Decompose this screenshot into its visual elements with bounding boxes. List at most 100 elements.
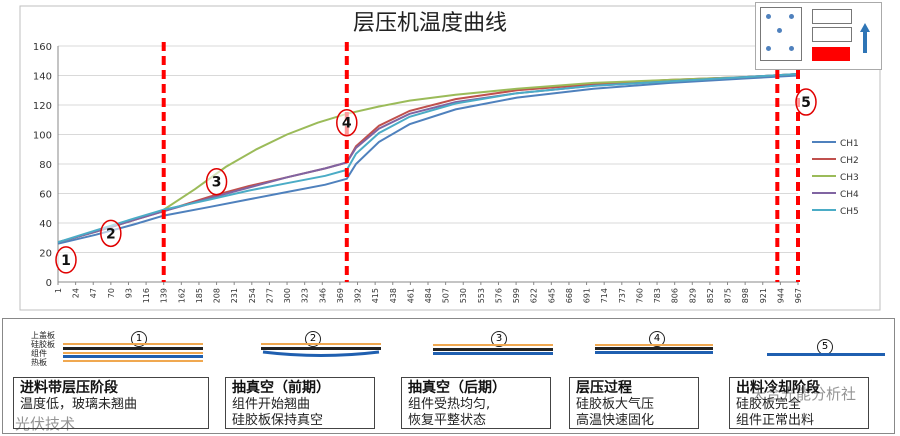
x-tick-label: 553 [477,288,486,303]
x-tick-label: 967 [794,288,803,303]
stage-marker-label: 1 [61,253,71,269]
series-line-ch3 [57,73,799,244]
y-tick-label: 80 [39,160,52,171]
dot-icon [789,14,794,19]
x-tick-label: 346 [318,288,327,303]
middle-chamber [812,27,852,42]
x-tick-label: 668 [565,288,574,303]
x-tick-label: 806 [671,288,680,303]
x-tick-label: 852 [706,288,715,303]
stage-marker-circle [100,219,122,248]
x-tick-label: 829 [688,288,697,303]
stage-marker-circle [336,108,358,137]
up-arrow-icon [860,23,870,53]
legend-label-ch2: CH2 [840,156,859,166]
y-tick-label: 0 [46,278,52,289]
series-line-ch1 [57,74,799,245]
watermark-left: 光伏技术 [15,415,76,433]
chart-title: 层压机温度曲线 [353,11,507,36]
x-tick-label: 438 [389,288,398,303]
stage5-stack [767,353,885,356]
dot-icon [777,28,782,33]
x-tick-label: 484 [424,288,433,303]
x-tick-label: 1 [54,288,63,293]
y-tick-label: 60 [39,190,52,201]
x-tick-label: 921 [759,288,768,303]
x-tick-label: 622 [530,288,539,303]
stage-desc-3b: 恢复平整状态 [408,413,487,428]
stage2-stack [261,343,381,358]
stage-desc-3a: 组件受热均匀, [408,397,491,412]
x-tick-label: 277 [265,288,274,303]
x-tick-label: 323 [301,288,310,303]
layer-label-module: 组件 [31,349,47,358]
layer-label-cover: 上盖板 [31,331,55,340]
x-tick-label: 691 [583,288,592,303]
x-tick-label: 576 [494,288,503,303]
stage-marker-circle [205,167,228,196]
stage-desc-1a: 温度低，玻璃未翘曲 [20,397,138,412]
x-tick-label: 898 [741,288,750,303]
stage-box-5: 出料冷却阶段 硅胶板完全 组件正常出料 [729,377,869,429]
x-tick-label: 737 [618,288,627,303]
x-tick-label: 300 [283,288,292,303]
x-tick-label: 139 [160,288,169,303]
stage-number-3: 3 [491,331,507,347]
x-tick-label: 645 [547,288,556,303]
stage4-stack [595,344,713,354]
x-tick-label: 116 [142,288,151,303]
upper-chamber [812,9,852,24]
x-tick-label: 783 [653,288,662,303]
x-tick-label: 47 [89,288,98,298]
x-tick-label: 93 [124,288,133,298]
x-tick-label: 944 [776,288,785,303]
stage-desc-5a: 硅胶板完全 [736,397,802,412]
stage-marker-circle [795,88,817,116]
x-tick-label: 714 [600,288,609,303]
layer-label-silicone: 硅胶板 [31,340,55,349]
x-tick-label: 507 [442,288,451,303]
stage-panel: 上盖板 硅胶板 组件 热板 1 2 3 4 5 进料带层压阶段 温度低，玻璃未翘… [2,318,895,434]
stage-desc-4b: 高温快速固化 [576,413,655,428]
stage-box-3: 抽真空（后期） 组件受热均匀, 恢复平整状态 [401,377,551,429]
x-tick-label: 24 [72,288,81,298]
x-tick-label: 599 [512,288,521,303]
legend-label-ch3: CH3 [840,173,859,183]
stage-marker-label: 4 [342,116,352,132]
stage-desc-2b: 硅胶板保持真空 [232,413,324,428]
dot-icon [766,46,771,51]
x-tick-label: 461 [406,288,415,303]
x-tick-label: 875 [724,288,733,303]
y-tick-label: 160 [33,42,52,53]
y-tick-label: 100 [33,131,52,142]
stage-title-5: 出料冷却阶段 [736,380,820,396]
layer-label-hotplate: 热板 [31,358,47,367]
stage-box-4: 层压过程 硅胶板大气压 高温快速固化 [569,377,699,429]
legend-label-ch4: CH4 [840,190,859,200]
legend-label-ch1: CH1 [840,139,859,149]
y-tick-label: 20 [39,249,52,260]
x-tick-label: 415 [371,288,380,303]
series-line-ch5 [57,73,799,244]
stage-desc-5b: 组件正常出料 [736,413,815,428]
x-tick-label: 254 [248,288,257,303]
dot-icon [766,14,771,19]
chart-frame [19,5,881,311]
y-tick-label: 120 [33,101,52,112]
chart-area: 层压机温度曲线 0 20 40 60 80 100 120 140 160 1 24 47 70 93 11… [19,2,882,311]
press-thumbnail [755,2,882,70]
plate-dots-diagram [760,7,802,61]
stage-marker-label: 5 [801,95,811,111]
stage3-stack [433,344,553,355]
x-tick-label: 392 [354,288,363,303]
x-tick-label: 162 [177,288,186,303]
x-tick-label: 70 [107,288,116,298]
stage1-stack [63,343,203,362]
stage-box-2: 抽真空（前期） 组件开始翘曲 硅胶板保持真空 [225,377,375,429]
legend-label-ch5: CH5 [840,207,859,217]
stage-marker-label: 3 [212,175,222,191]
heating-plate [812,47,850,61]
press-stack-diagram [812,7,852,63]
x-tick-label: 185 [195,288,204,303]
